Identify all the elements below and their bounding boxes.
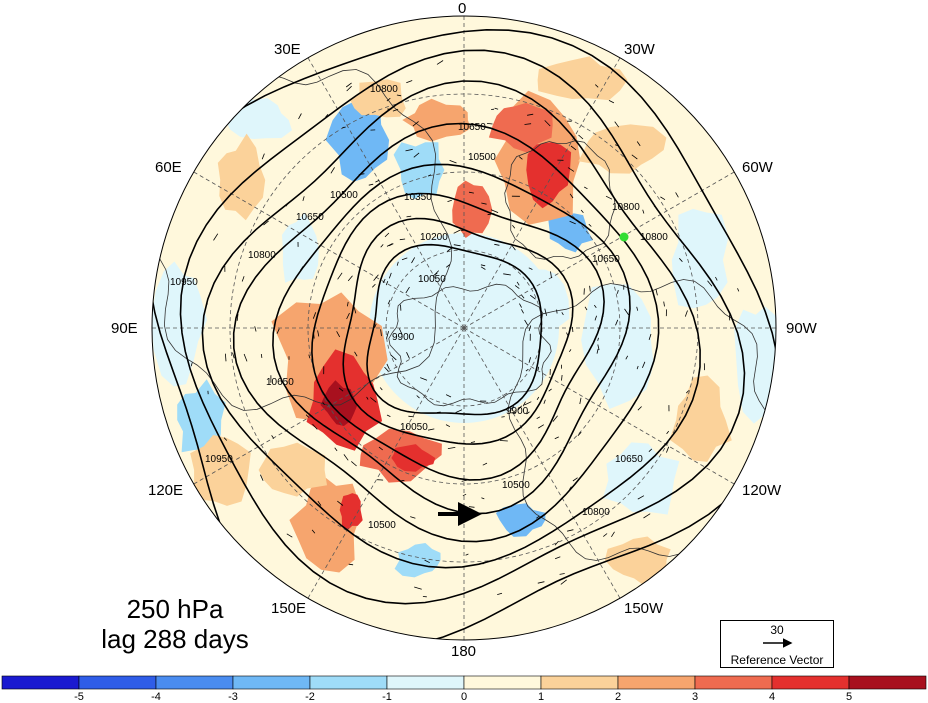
contour-label: 10350 bbox=[404, 192, 432, 203]
contour-label: 10650 bbox=[296, 212, 324, 223]
colorbar-tick-label: -2 bbox=[305, 691, 315, 703]
lon-label-60e: 60E bbox=[155, 159, 182, 176]
colorbar-tick-label: -5 bbox=[74, 691, 84, 703]
colorbar-segment bbox=[2, 676, 79, 689]
colorbar-segment bbox=[772, 676, 849, 689]
reference-vector-magnitude: 30 bbox=[721, 623, 833, 637]
contour-label: 10500 bbox=[368, 520, 396, 531]
contour-label: 10050 bbox=[400, 422, 428, 433]
colorbar-segment bbox=[233, 676, 310, 689]
colorbar-tick-label: 3 bbox=[692, 691, 698, 703]
wind-vector bbox=[538, 367, 539, 370]
lon-label-30w: 30W bbox=[624, 41, 655, 58]
wind-vector bbox=[501, 417, 504, 418]
contour-label: 10650 bbox=[615, 454, 643, 465]
lon-label-180: 180 bbox=[451, 643, 476, 660]
wind-vector bbox=[541, 315, 542, 318]
contour-label: 10050 bbox=[418, 274, 446, 285]
wind-vector bbox=[572, 327, 573, 332]
level-label: 250 hPa bbox=[60, 594, 290, 624]
colorbar-segment bbox=[695, 676, 772, 689]
wind-vector bbox=[500, 441, 508, 442]
colorbar-segment bbox=[849, 676, 926, 689]
contour-label: 10650 bbox=[266, 377, 294, 388]
colorbar-tick-label: -3 bbox=[228, 691, 238, 703]
contour-label: 10650 bbox=[592, 254, 620, 265]
contour-label: 10800 bbox=[370, 84, 398, 95]
reference-vector-box: 30 Reference Vector bbox=[720, 620, 834, 668]
contour-label: 9900 bbox=[392, 332, 415, 343]
contour-label: 10500 bbox=[502, 480, 530, 491]
colorbar-segment bbox=[156, 676, 233, 689]
contour-label: 10500 bbox=[468, 152, 496, 163]
contour-label: 10800 bbox=[640, 232, 668, 243]
wind-vector bbox=[557, 310, 558, 314]
colorbar bbox=[2, 676, 926, 689]
colorbar-segment bbox=[387, 676, 464, 689]
lon-label-120w: 120W bbox=[742, 482, 781, 499]
lon-label-90w: 90W bbox=[786, 320, 817, 337]
location-marker bbox=[620, 233, 629, 242]
colorbar-segment bbox=[618, 676, 695, 689]
contour-label: 10800 bbox=[582, 507, 610, 518]
lon-label-150w: 150W bbox=[624, 600, 663, 617]
colorbar-segment bbox=[310, 676, 387, 689]
colorbar-segment bbox=[79, 676, 156, 689]
contour-label: 9900 bbox=[506, 406, 529, 417]
contour-label: 10800 bbox=[248, 250, 276, 261]
contour-label: 10500 bbox=[330, 190, 358, 201]
lon-label-60w: 60W bbox=[742, 159, 773, 176]
lon-label-90e: 90E bbox=[111, 320, 138, 337]
colorbar-tick-label: 0 bbox=[461, 691, 467, 703]
shade-cell bbox=[734, 306, 790, 423]
colorbar-tick-label: 5 bbox=[846, 691, 852, 703]
lon-label-120e: 120E bbox=[148, 482, 183, 499]
colorbar-tick-label: 4 bbox=[769, 691, 775, 703]
lon-label-30e: 30E bbox=[274, 41, 301, 58]
wind-vector bbox=[461, 230, 464, 231]
contour-label: 10950 bbox=[205, 454, 233, 465]
colorbar-tick-label: 1 bbox=[538, 691, 544, 703]
reference-vector-arrow bbox=[761, 637, 797, 649]
contour-label: 10650 bbox=[458, 122, 486, 133]
contour-label: 10950 bbox=[170, 277, 198, 288]
lag-label: lag 288 days bbox=[60, 624, 290, 654]
lon-label-0: 0 bbox=[458, 0, 466, 17]
contour-label: 10800 bbox=[612, 202, 640, 213]
colorbar-segment bbox=[464, 676, 541, 689]
contour-label: 10200 bbox=[420, 232, 448, 243]
wind-vector bbox=[437, 412, 441, 413]
colorbar-segment bbox=[541, 676, 618, 689]
reference-vector-label: Reference Vector bbox=[721, 653, 833, 667]
colorbar-tick-label: -1 bbox=[382, 691, 392, 703]
colorbar-tick-label: 2 bbox=[615, 691, 621, 703]
colorbar-tick-label: -4 bbox=[151, 691, 161, 703]
